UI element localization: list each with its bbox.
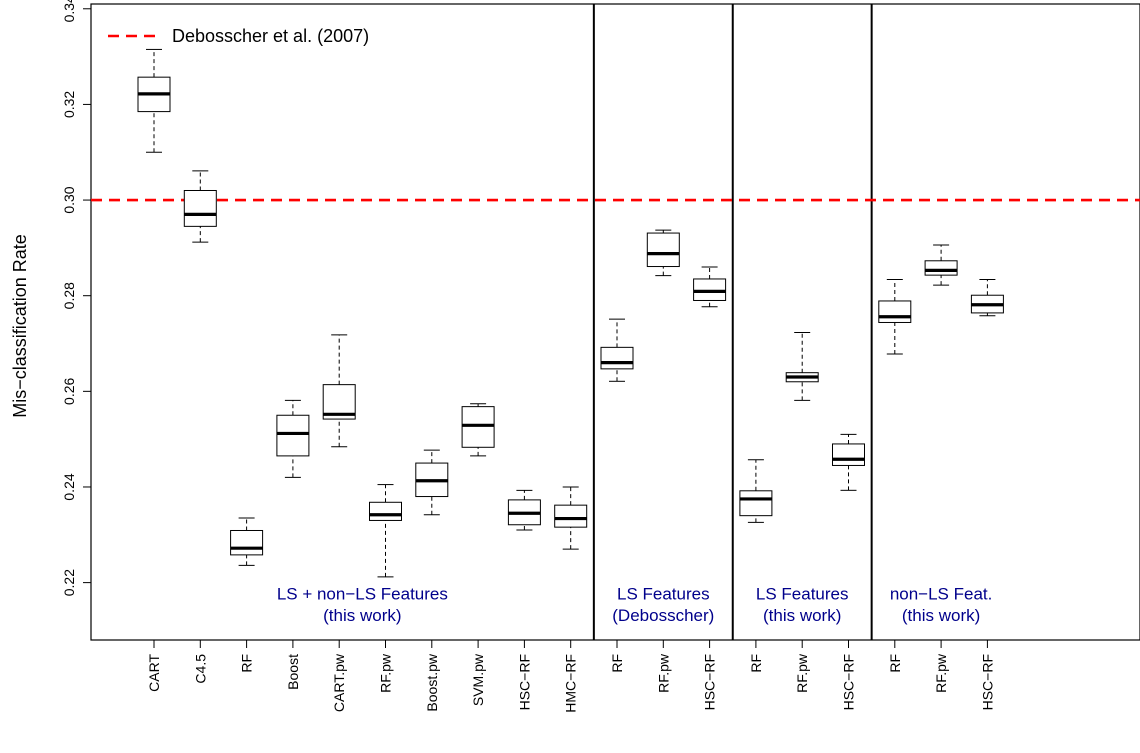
x-tick-label: HMC−RF [563, 654, 579, 713]
x-tick-label: RF [887, 654, 903, 673]
x-tick-label: RF [609, 654, 625, 673]
y-tick-label: 0.24 [61, 473, 77, 500]
box-iqr [832, 443, 865, 466]
x-tick-label: C4.5 [192, 654, 208, 684]
box-iqr [461, 406, 495, 448]
x-tick-label: HSC−RF [702, 654, 718, 710]
x-tick-label: RF [748, 654, 764, 673]
y-tick-label: 0.28 [61, 282, 77, 309]
plot-area: 0.22 0.24 0.26 0.28 0.30 0.32 0.34 Debosscher e… [61, 0, 1140, 713]
y-tick-label: 0.30 [61, 186, 77, 213]
box-iqr [369, 501, 402, 521]
x-tick-label: RF.pw [794, 653, 810, 693]
group-annotation: LS Features [617, 584, 710, 603]
x-tick-label: RF.pw [933, 653, 949, 693]
group-annotation: (this work) [323, 606, 401, 625]
x-tick-label: RF [239, 654, 255, 673]
y-axis-title: Mis−classification Rate [10, 234, 30, 418]
y-tick-label: 0.32 [61, 91, 77, 118]
box-iqr [878, 300, 912, 323]
y-tick-label: 0.34 [61, 0, 77, 22]
box-iqr [276, 414, 310, 457]
box-iqr [646, 232, 680, 268]
group-annotation: LS + non−LS Features [277, 584, 448, 603]
x-tick-label: HSC−RF [979, 654, 995, 710]
box-iqr [924, 260, 958, 276]
x-tick-label: Boost.pw [424, 653, 440, 711]
group-annotation: LS Features [756, 584, 849, 603]
x-tick-label: CART.pw [331, 653, 347, 712]
group-annotation: non−LS Feat. [890, 584, 993, 603]
plot-frame [90, 3, 1140, 641]
x-tick-label: RF.pw [655, 653, 671, 693]
x-tick-label: RF.pw [378, 653, 394, 693]
box-iqr [739, 490, 773, 517]
legend-label: Debosscher et al. (2007) [172, 26, 369, 46]
group-annotation: (Debosscher) [612, 606, 714, 625]
x-tick-label: Boost [285, 654, 301, 690]
y-tick-label: 0.22 [61, 569, 77, 596]
x-tick-label: HSC−RF [516, 654, 532, 710]
box-iqr [183, 189, 217, 227]
x-tick-label: CART [146, 654, 162, 692]
group-annotation: (this work) [763, 606, 841, 625]
x-tick-label: SVM.pw [470, 653, 486, 706]
group-annotation: (this work) [902, 606, 980, 625]
y-tick-label: 0.26 [61, 378, 77, 405]
box-iqr [600, 346, 634, 370]
x-tick-label: HSC−RF [841, 654, 857, 710]
box-iqr [693, 278, 727, 301]
box-iqr [554, 504, 588, 528]
box-iqr [230, 529, 264, 556]
